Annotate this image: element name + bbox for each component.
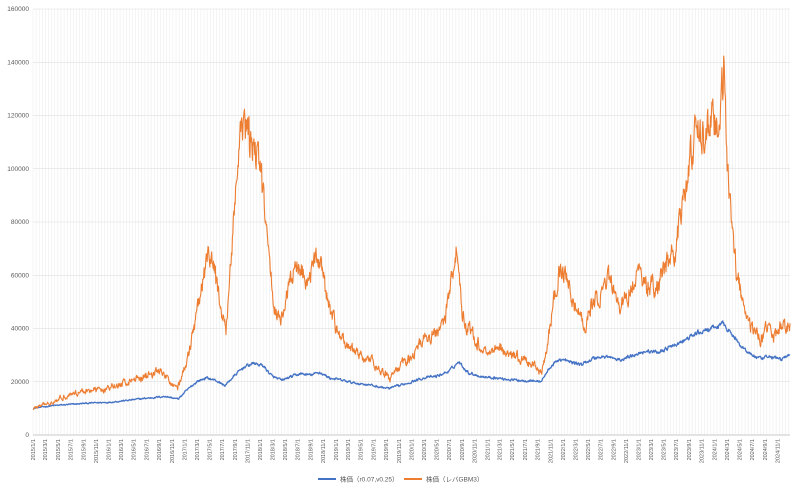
- x-tick-label: 2024/5/1: [737, 439, 743, 460]
- x-tick-label: 2015/9/1: [81, 439, 87, 460]
- x-tick-label: 2024/7/1: [750, 439, 756, 460]
- x-tick-label: 2015/11/1: [94, 439, 100, 463]
- x-tick-label: 2024/1/1: [712, 439, 718, 460]
- x-tick-label: 2023/11/1: [700, 439, 706, 463]
- x-tick-label: 2016/5/1: [132, 439, 138, 460]
- x-tick-label: 2016/3/1: [119, 439, 125, 460]
- x-tick-label: 2021/3/1: [498, 439, 504, 460]
- x-tick-label: 2023/7/1: [674, 439, 680, 460]
- legend-label: 株価（レバGBM3）: [426, 474, 483, 483]
- x-tick-label: 2020/1/1: [410, 439, 416, 460]
- x-tick-label: 2021/5/1: [510, 439, 516, 460]
- x-tick-label: 2020/3/1: [422, 439, 428, 460]
- x-tick-label: 2024/11/1: [776, 439, 782, 463]
- x-tick-label: 2020/7/1: [447, 439, 453, 460]
- x-tick-label: 2017/5/1: [207, 439, 213, 460]
- y-tick-label: 160000: [7, 6, 29, 13]
- legend: 株価（r0.07,v0.25） 株価（レバGBM3）: [318, 474, 483, 483]
- x-tick-label: 2015/3/1: [43, 439, 49, 460]
- x-tick-label: 2023/9/1: [687, 439, 693, 460]
- x-tick-label: 2021/1/1: [485, 439, 491, 460]
- x-tick-label: 2022/3/1: [573, 439, 579, 460]
- x-tick-label: 2020/9/1: [460, 439, 466, 460]
- x-tick-label: 2018/5/1: [283, 439, 289, 460]
- x-tick-label: 2021/7/1: [523, 439, 529, 460]
- x-tick-label: 2022/11/1: [624, 439, 630, 463]
- y-tick-label: 120000: [7, 113, 29, 120]
- x-tick-label: 2020/11/1: [473, 439, 479, 463]
- series-line-1: [32, 55, 791, 411]
- x-tick-label: 2018/1/1: [258, 439, 264, 460]
- x-tick-label: 2019/9/1: [384, 439, 390, 460]
- x-tick-label: 2018/7/1: [296, 439, 302, 460]
- x-tick-label: 2015/5/1: [56, 439, 62, 460]
- gridlines: [32, 8, 790, 436]
- y-tick-label: 80000: [11, 219, 29, 226]
- x-axis-ticks: 2015/1/1 2015/3/1 2015/5/1 2015/7/1 2015/9/1…: [31, 439, 782, 463]
- x-tick-label: 2019/1/1: [334, 439, 340, 460]
- x-tick-label: 2017/1/1: [183, 439, 189, 460]
- x-tick-label: 2018/11/1: [321, 439, 327, 463]
- x-tick-label: 2018/3/1: [270, 439, 276, 460]
- x-tick-label: 2016/9/1: [157, 439, 163, 460]
- x-tick-label: 2018/9/1: [309, 439, 315, 460]
- x-tick-label: 2017/11/1: [246, 439, 252, 463]
- x-tick-label: 2016/7/1: [144, 439, 150, 460]
- x-tick-label: 2015/7/1: [69, 439, 75, 460]
- x-tick-label: 2020/5/1: [435, 439, 441, 460]
- x-tick-label: 2024/3/1: [725, 439, 731, 460]
- x-tick-label: 2019/7/1: [371, 439, 377, 460]
- x-tick-label: 2022/1/1: [561, 439, 567, 460]
- x-tick-label: 2023/5/1: [662, 439, 668, 460]
- x-tick-label: 2023/3/1: [649, 439, 655, 460]
- y-tick-label: 20000: [11, 379, 29, 386]
- series-lines: [32, 55, 791, 411]
- x-tick-label: 2022/7/1: [599, 439, 605, 460]
- y-tick-label: 60000: [11, 272, 29, 279]
- x-tick-label: 2016/11/1: [170, 439, 176, 463]
- y-axis-ticks: 0 20000 40000 60000 80000 100000 120000 140000 1…: [7, 6, 29, 439]
- x-tick-label: 2017/9/1: [233, 439, 239, 460]
- y-tick-label: 0: [25, 432, 29, 439]
- x-tick-label: 2017/3/1: [195, 439, 201, 460]
- x-tick-label: 2016/1/1: [107, 439, 113, 460]
- y-tick-label: 140000: [7, 59, 29, 66]
- y-tick-label: 40000: [11, 326, 29, 333]
- x-tick-label: 2022/5/1: [586, 439, 592, 460]
- x-tick-label: 2019/3/1: [346, 439, 352, 460]
- x-tick-label: 2019/11/1: [397, 439, 403, 463]
- series-line-0: [32, 320, 791, 410]
- x-tick-label: 2017/7/1: [220, 439, 226, 460]
- x-tick-label: 2021/11/1: [548, 439, 554, 463]
- x-tick-label: 2024/9/1: [763, 439, 769, 460]
- x-tick-label: 2019/5/1: [359, 439, 365, 460]
- x-tick-label: 2021/9/1: [536, 439, 542, 460]
- x-tick-label: 2015/1/1: [31, 439, 37, 460]
- legend-label: 株価（r0.07,v0.25）: [340, 474, 399, 483]
- x-tick-label: 2023/1/1: [637, 439, 643, 460]
- x-tick-label: 2022/9/1: [611, 439, 617, 460]
- y-tick-label: 100000: [7, 166, 29, 173]
